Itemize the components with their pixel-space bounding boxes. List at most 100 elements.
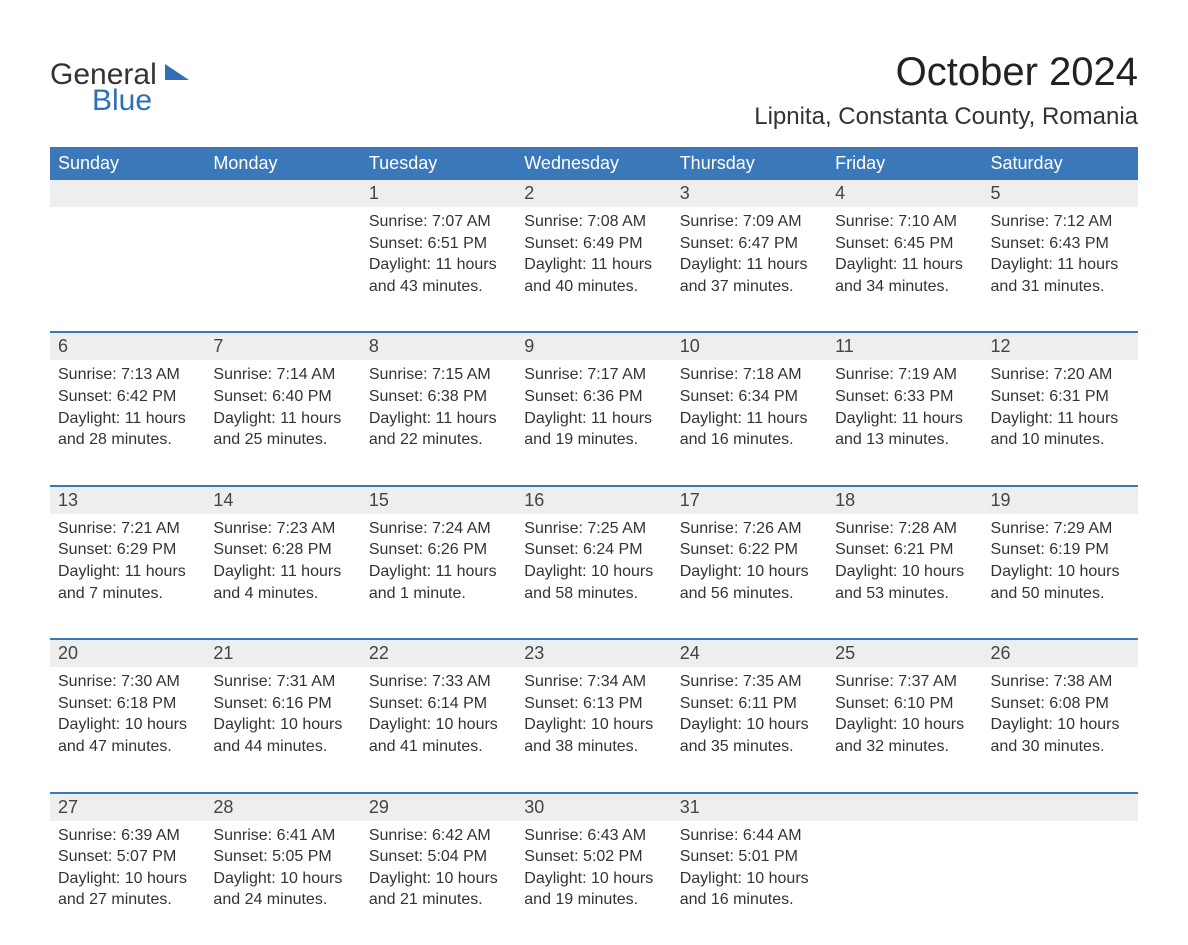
sunset-text: Sunset: 6:11 PM: [680, 693, 819, 715]
day-number: 18: [827, 487, 982, 514]
weekday-header: Wednesday: [516, 147, 671, 180]
daylight-text-2: and 19 minutes.: [524, 429, 663, 451]
sunset-text: Sunset: 5:07 PM: [58, 846, 197, 868]
calendar-cell: 20Sunrise: 7:30 AMSunset: 6:18 PMDayligh…: [50, 639, 205, 792]
calendar-cell: 23Sunrise: 7:34 AMSunset: 6:13 PMDayligh…: [516, 639, 671, 792]
daylight-text-2: and 4 minutes.: [213, 583, 352, 605]
calendar-week-row: 6Sunrise: 7:13 AMSunset: 6:42 PMDaylight…: [50, 332, 1138, 485]
daylight-text-2: and 38 minutes.: [524, 736, 663, 758]
logo-word2: Blue: [92, 86, 191, 116]
daylight-text-1: Daylight: 10 hours: [213, 714, 352, 736]
calendar-cell: 19Sunrise: 7:29 AMSunset: 6:19 PMDayligh…: [983, 486, 1138, 639]
day-body: Sunrise: 7:19 AMSunset: 6:33 PMDaylight:…: [827, 360, 982, 484]
daylight-text-1: Daylight: 10 hours: [524, 714, 663, 736]
day-body: Sunrise: 7:07 AMSunset: 6:51 PMDaylight:…: [361, 207, 516, 331]
sunrise-text: Sunrise: 6:42 AM: [369, 825, 508, 847]
daylight-text-2: and 10 minutes.: [991, 429, 1130, 451]
daylight-text-1: Daylight: 11 hours: [835, 254, 974, 276]
day-body: Sunrise: 7:08 AMSunset: 6:49 PMDaylight:…: [516, 207, 671, 331]
sunrise-text: Sunrise: 7:24 AM: [369, 518, 508, 540]
sunset-text: Sunset: 5:05 PM: [213, 846, 352, 868]
daylight-text-1: Daylight: 11 hours: [369, 254, 508, 276]
sunset-text: Sunset: 6:29 PM: [58, 539, 197, 561]
calendar-cell: [205, 180, 360, 332]
title-block: October 2024 Lipnita, Constanta County, …: [754, 50, 1138, 141]
daylight-text-2: and 13 minutes.: [835, 429, 974, 451]
sunset-text: Sunset: 6:13 PM: [524, 693, 663, 715]
day-number: 24: [672, 640, 827, 667]
sunrise-text: Sunrise: 7:18 AM: [680, 364, 819, 386]
day-number: 11: [827, 333, 982, 360]
calendar-cell: 14Sunrise: 7:23 AMSunset: 6:28 PMDayligh…: [205, 486, 360, 639]
sunrise-text: Sunrise: 7:09 AM: [680, 211, 819, 233]
sunrise-text: Sunrise: 7:10 AM: [835, 211, 974, 233]
daylight-text-1: Daylight: 10 hours: [524, 561, 663, 583]
day-number: [50, 180, 205, 207]
day-number: [827, 794, 982, 821]
day-body: Sunrise: 6:41 AMSunset: 5:05 PMDaylight:…: [205, 821, 360, 945]
calendar-cell: 29Sunrise: 6:42 AMSunset: 5:04 PMDayligh…: [361, 793, 516, 945]
sunrise-text: Sunrise: 7:35 AM: [680, 671, 819, 693]
day-body: Sunrise: 7:18 AMSunset: 6:34 PMDaylight:…: [672, 360, 827, 484]
calendar-cell: 9Sunrise: 7:17 AMSunset: 6:36 PMDaylight…: [516, 332, 671, 485]
sunset-text: Sunset: 5:04 PM: [369, 846, 508, 868]
sunrise-text: Sunrise: 7:17 AM: [524, 364, 663, 386]
calendar-week-row: 20Sunrise: 7:30 AMSunset: 6:18 PMDayligh…: [50, 639, 1138, 792]
day-number: 15: [361, 487, 516, 514]
day-number: [983, 794, 1138, 821]
sunrise-text: Sunrise: 7:34 AM: [524, 671, 663, 693]
daylight-text-1: Daylight: 10 hours: [369, 868, 508, 890]
weekday-header: Friday: [827, 147, 982, 180]
day-body: Sunrise: 7:09 AMSunset: 6:47 PMDaylight:…: [672, 207, 827, 331]
daylight-text-1: Daylight: 11 hours: [524, 408, 663, 430]
day-body: Sunrise: 7:31 AMSunset: 6:16 PMDaylight:…: [205, 667, 360, 791]
daylight-text-1: Daylight: 11 hours: [58, 561, 197, 583]
day-number: 20: [50, 640, 205, 667]
day-body: Sunrise: 7:13 AMSunset: 6:42 PMDaylight:…: [50, 360, 205, 484]
sunset-text: Sunset: 6:42 PM: [58, 386, 197, 408]
daylight-text-1: Daylight: 10 hours: [524, 868, 663, 890]
weekday-header: Monday: [205, 147, 360, 180]
day-number: 26: [983, 640, 1138, 667]
calendar-table: Sunday Monday Tuesday Wednesday Thursday…: [50, 147, 1138, 945]
daylight-text-2: and 56 minutes.: [680, 583, 819, 605]
calendar-cell: 25Sunrise: 7:37 AMSunset: 6:10 PMDayligh…: [827, 639, 982, 792]
sunset-text: Sunset: 6:08 PM: [991, 693, 1130, 715]
daylight-text-2: and 1 minute.: [369, 583, 508, 605]
day-body: Sunrise: 7:38 AMSunset: 6:08 PMDaylight:…: [983, 667, 1138, 791]
daylight-text-2: and 47 minutes.: [58, 736, 197, 758]
daylight-text-2: and 35 minutes.: [680, 736, 819, 758]
daylight-text-2: and 41 minutes.: [369, 736, 508, 758]
sunset-text: Sunset: 6:40 PM: [213, 386, 352, 408]
day-number: 29: [361, 794, 516, 821]
daylight-text-1: Daylight: 11 hours: [213, 561, 352, 583]
day-number: 9: [516, 333, 671, 360]
calendar-week-row: 1Sunrise: 7:07 AMSunset: 6:51 PMDaylight…: [50, 180, 1138, 332]
day-body: Sunrise: 7:30 AMSunset: 6:18 PMDaylight:…: [50, 667, 205, 791]
sunrise-text: Sunrise: 7:28 AM: [835, 518, 974, 540]
daylight-text-1: Daylight: 10 hours: [991, 714, 1130, 736]
calendar-cell: 6Sunrise: 7:13 AMSunset: 6:42 PMDaylight…: [50, 332, 205, 485]
calendar-cell: 5Sunrise: 7:12 AMSunset: 6:43 PMDaylight…: [983, 180, 1138, 332]
daylight-text-1: Daylight: 10 hours: [369, 714, 508, 736]
header: General Blue October 2024 Lipnita, Const…: [50, 50, 1138, 141]
day-body: Sunrise: 7:20 AMSunset: 6:31 PMDaylight:…: [983, 360, 1138, 484]
day-number: 10: [672, 333, 827, 360]
sunset-text: Sunset: 6:14 PM: [369, 693, 508, 715]
day-number: [205, 180, 360, 207]
sunset-text: Sunset: 6:28 PM: [213, 539, 352, 561]
sunrise-text: Sunrise: 7:15 AM: [369, 364, 508, 386]
calendar-cell: 7Sunrise: 7:14 AMSunset: 6:40 PMDaylight…: [205, 332, 360, 485]
sunrise-text: Sunrise: 6:39 AM: [58, 825, 197, 847]
sunrise-text: Sunrise: 7:13 AM: [58, 364, 197, 386]
calendar-cell: 26Sunrise: 7:38 AMSunset: 6:08 PMDayligh…: [983, 639, 1138, 792]
day-body: Sunrise: 6:42 AMSunset: 5:04 PMDaylight:…: [361, 821, 516, 945]
calendar-cell: 10Sunrise: 7:18 AMSunset: 6:34 PMDayligh…: [672, 332, 827, 485]
calendar-cell: 31Sunrise: 6:44 AMSunset: 5:01 PMDayligh…: [672, 793, 827, 945]
day-body: Sunrise: 6:44 AMSunset: 5:01 PMDaylight:…: [672, 821, 827, 945]
day-body: Sunrise: 7:10 AMSunset: 6:45 PMDaylight:…: [827, 207, 982, 331]
day-number: 8: [361, 333, 516, 360]
weekday-header: Tuesday: [361, 147, 516, 180]
sunset-text: Sunset: 6:31 PM: [991, 386, 1130, 408]
weekday-header: Saturday: [983, 147, 1138, 180]
